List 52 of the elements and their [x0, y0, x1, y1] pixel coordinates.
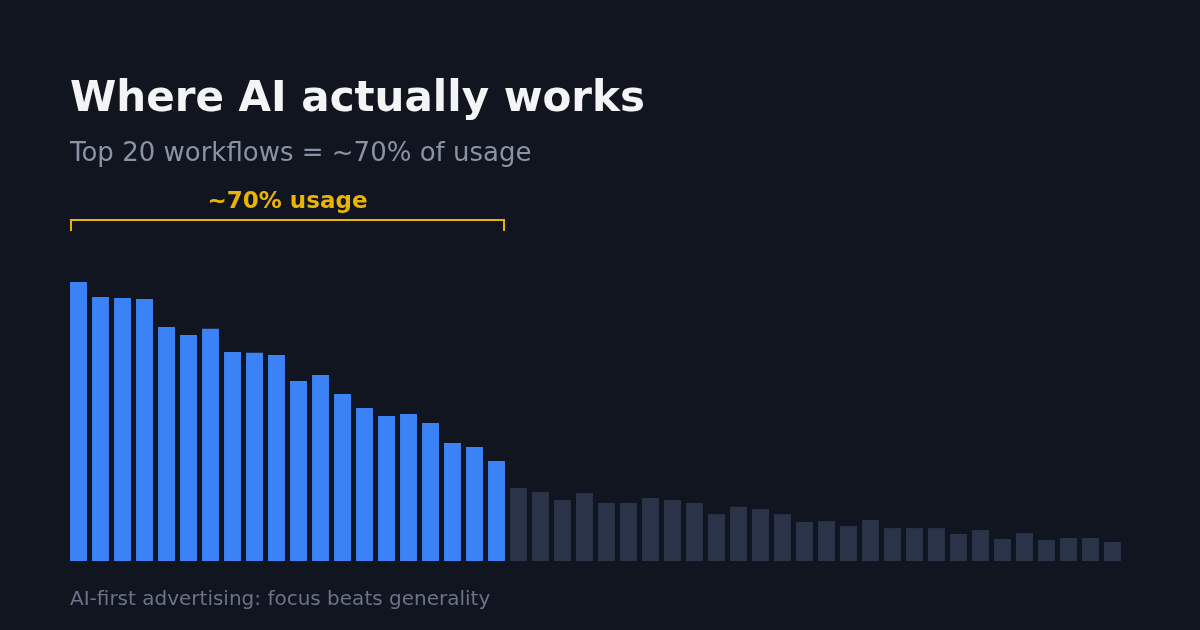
- text: AI-first advertising: focus beats generality: [70, 586, 491, 610]
- bar: [1082, 538, 1099, 561]
- bar: [774, 514, 791, 561]
- bar: [994, 538, 1011, 561]
- bar: [884, 528, 901, 561]
- bar: [444, 442, 461, 561]
- bar: [400, 413, 417, 561]
- bar: [378, 415, 395, 561]
- bar: [202, 328, 219, 561]
- bar: [576, 492, 593, 561]
- bar: [312, 374, 329, 561]
- bar: [642, 497, 659, 561]
- bar: [180, 335, 197, 561]
- bar: [818, 521, 835, 561]
- bar: [1060, 538, 1077, 561]
- bar: [796, 521, 813, 561]
- bar: [356, 408, 373, 561]
- bar: [620, 502, 637, 561]
- bar: [906, 528, 923, 561]
- bar: [334, 393, 351, 561]
- chart-title: Where AI actually works: [70, 72, 645, 121]
- bar: [92, 297, 109, 561]
- bar: [686, 502, 703, 561]
- bar: [510, 487, 527, 561]
- bar: [136, 299, 153, 561]
- bar: [950, 533, 967, 561]
- bar: [114, 297, 131, 561]
- bar: [554, 499, 571, 561]
- bar: [158, 326, 175, 561]
- bar: [752, 509, 769, 561]
- bar: [246, 352, 263, 561]
- bar: [422, 422, 439, 561]
- chart-subtitle: Top 20 workflows = ~70% of usage: [70, 137, 532, 167]
- bar: [664, 499, 681, 561]
- bar: [972, 530, 989, 561]
- bar: [466, 446, 483, 561]
- bar: [928, 528, 945, 561]
- bar: [708, 514, 725, 561]
- bar: [224, 352, 241, 561]
- bar: [598, 502, 615, 561]
- bar: [840, 526, 857, 561]
- bar: [532, 492, 549, 561]
- bar: [1038, 540, 1055, 561]
- bar: [70, 282, 87, 561]
- bar: [1016, 533, 1033, 561]
- text: ~70% usage: [207, 187, 368, 213]
- bar: [862, 519, 879, 561]
- bar: [268, 355, 285, 561]
- bar: [488, 461, 505, 561]
- bar: [730, 506, 747, 561]
- bar: [1104, 542, 1121, 561]
- bar: [290, 381, 307, 561]
